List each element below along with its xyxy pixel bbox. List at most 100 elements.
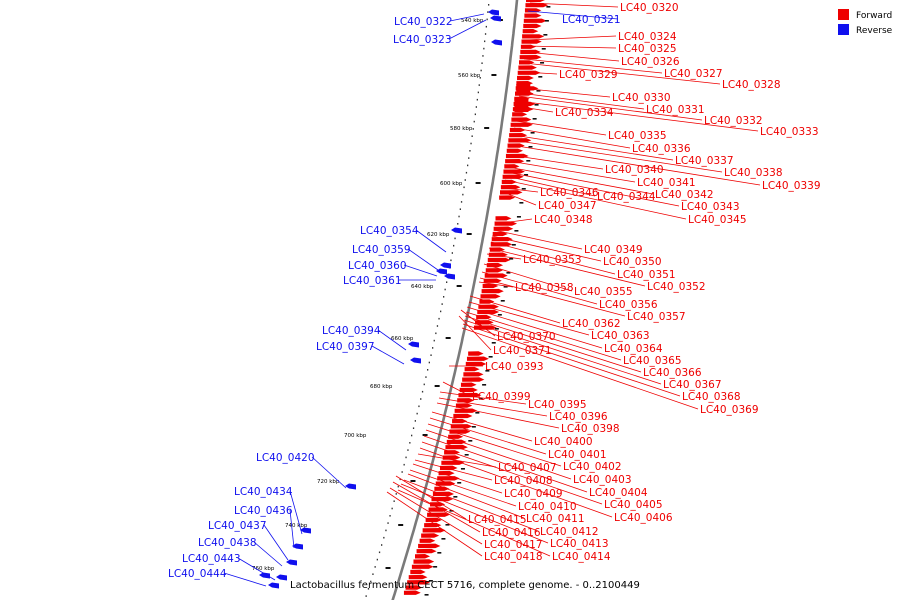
forward-leader-line [517,100,759,132]
feature-tick [516,216,521,218]
scale-dot [433,339,435,342]
scale-dot [474,113,476,116]
feature-tick [532,118,537,120]
forward-gene-label: LC40_0340 [605,164,664,176]
forward-leader-line [525,45,617,49]
forward-leader-line [389,487,483,545]
genome-backbone [391,0,519,600]
forward-gene-arrow [421,533,440,538]
forward-leader-line [461,327,699,410]
scale-dot [393,500,395,502]
scale-dot [370,580,372,583]
forward-leader-line [504,179,687,220]
feature-tick [468,440,473,442]
scale-dot [460,201,463,203]
forward-gene-label: LC40_0401 [548,449,607,461]
scale-dot [412,427,415,429]
forward-gene-label: LC40_0413 [550,538,609,550]
forward-gene-arrow [460,382,477,387]
feature-tick [471,426,476,428]
forward-gene-arrow [523,18,547,23]
reverse-gene-arrow [490,15,501,22]
feature-tick [453,496,458,498]
forward-leader-line [526,35,617,41]
scale-dot [385,529,387,532]
reverse-gene-label: LC40_0397 [316,341,375,353]
forward-leader-line [417,453,497,468]
scale-dot [454,237,456,240]
forward-gene-label: LC40_0416 [482,527,541,539]
scale-dot [446,281,448,283]
forward-gene-label: LC40_0366 [643,367,702,379]
forward-gene-label: LC40_0324 [618,31,677,43]
forward-leader-line [458,315,492,351]
forward-gene-label: LC40_0410 [518,501,577,513]
forward-gene-arrow [455,403,473,408]
scale-tick [475,182,481,184]
scale-dot [421,390,424,393]
forward-gene-arrow [495,216,512,221]
feature-tick [514,230,519,232]
forward-leader-line [503,187,539,193]
forward-gene-arrow [459,387,478,393]
scale-tick-label: 720 kbp [317,479,340,485]
forward-leader-line [488,247,646,287]
reverse-gene-label: LC40_0360 [348,260,407,272]
forward-gene-arrow [524,13,542,18]
scale-dot [425,376,427,378]
forward-gene-label: LC40_0403 [573,474,632,486]
scale-tick-label: 640 kbp [411,284,434,290]
forward-gene-label: LC40_0418 [484,551,543,563]
forward-gene-arrow [519,54,542,60]
forward-leader-line [464,315,642,373]
reverse-leader-line [415,229,447,253]
feature-tick [546,6,551,8]
forward-gene-label: LC40_0333 [760,126,819,138]
forward-leader-line [479,277,626,317]
scale-tick [434,385,440,387]
forward-gene-arrow [411,564,434,569]
forward-gene-arrow [510,122,533,127]
forward-gene-arrow [505,158,525,164]
reverse-leader-line [449,13,485,22]
forward-leader-line [494,218,533,225]
scale-tick [491,74,497,76]
forward-gene-label: LC40_0345 [688,214,747,226]
forward-gene-label: LC40_0326 [621,56,680,68]
forward-gene-label: LC40_0396 [549,411,608,423]
reverse-gene-label: LC40_0437 [208,520,267,532]
scale-dot [374,566,376,568]
feature-tick [526,160,531,162]
scale-dot [395,493,397,495]
scale-dot [436,325,439,327]
forward-gene-arrow [462,377,485,382]
scale-dot [403,463,405,466]
forward-gene-arrow [481,288,504,294]
forward-gene-label: LC40_0362 [562,318,621,330]
scale-dot [478,84,480,86]
feature-tick [449,510,454,512]
feature-tick [494,328,499,330]
forward-gene-label: LC40_0399 [472,391,531,403]
scale-dot [469,150,471,152]
forward-leader-line [403,479,539,532]
forward-gene-arrow [450,424,473,429]
scale-dot [481,62,483,64]
feature-tick [524,174,529,176]
feature-tick [541,48,546,50]
forward-gene-label: LC40_0352 [647,281,706,293]
forward-leader-line [483,263,573,292]
forward-gene-arrow [419,538,436,543]
forward-gene-arrow [520,44,536,49]
forward-gene-arrow [407,580,430,585]
forward-gene-label: LC40_0356 [599,299,658,311]
forward-gene-label: LC40_0402 [563,461,622,473]
forward-gene-arrow [521,39,542,44]
feature-tick [521,188,526,190]
scale-dot [420,398,422,400]
feature-tick [534,104,539,106]
scale-dot [443,296,445,298]
forward-gene-arrow [434,486,450,491]
feature-tick [543,34,548,36]
